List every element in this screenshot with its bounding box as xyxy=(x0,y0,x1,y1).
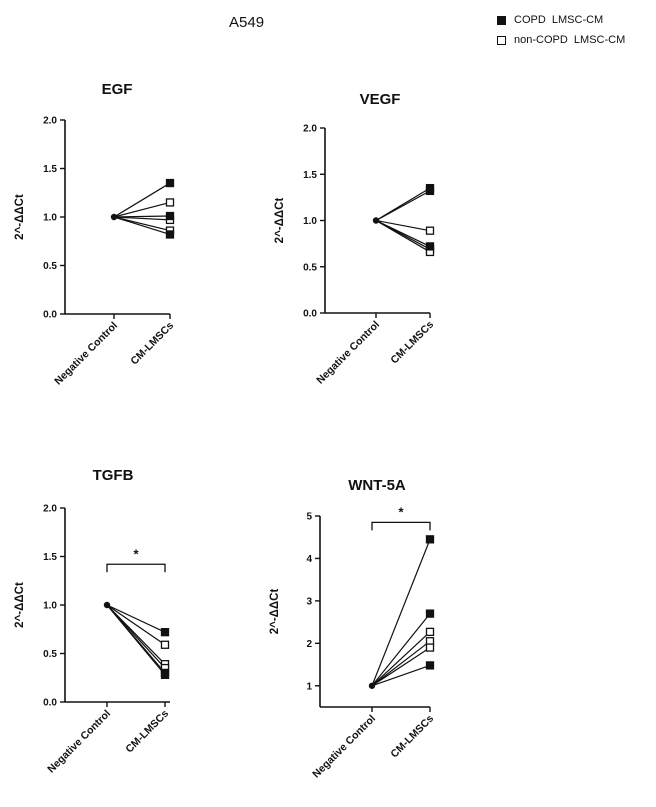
legend-label-non-copd: non-COPD LMSC-CM xyxy=(514,34,626,46)
copd-point-tgfb-1 xyxy=(160,628,170,637)
series-line-wnt5a-6 xyxy=(371,647,431,687)
copd-point-tgfb-3 xyxy=(160,670,170,679)
y-tick-label-egf: 1.0 xyxy=(43,213,57,224)
x-tick-label-tgfb: Negative Control xyxy=(45,708,113,776)
copd-point-wnt5a-1 xyxy=(425,535,435,544)
y-tick-label-vegf: 1.5 xyxy=(303,170,317,181)
series-line-egf-4 xyxy=(113,201,171,218)
y-tick-label-egf: 0.5 xyxy=(43,261,57,272)
copd-point-egf-1 xyxy=(165,178,175,188)
y-tick-label-tgfb: 1.5 xyxy=(43,552,57,563)
y-tick-label-vegf: 2.0 xyxy=(303,124,317,135)
non-copd-point-wnt5a-4 xyxy=(425,627,435,637)
y-tick-label-wnt5a: 3 xyxy=(306,596,312,607)
y-tick-label-egf: 1.5 xyxy=(43,164,57,175)
y-tick-label-vegf: 1.0 xyxy=(303,216,317,227)
chart-title-egf: EGF xyxy=(102,81,133,98)
series-line-tgfb-3 xyxy=(106,604,166,676)
copd-point-egf-3 xyxy=(165,230,175,239)
figure-title: A549 xyxy=(229,14,265,31)
copd-point-vegf-3 xyxy=(425,242,435,251)
series-line-tgfb-6 xyxy=(106,604,166,669)
y-tick-label-wnt5a: 4 xyxy=(306,554,312,565)
series-line-egf-2 xyxy=(113,215,171,218)
legend-item-copd: COPD LMSC-CM xyxy=(497,10,625,30)
y-tick-label-wnt5a: 2 xyxy=(306,639,312,650)
series-line-tgfb-4 xyxy=(106,604,166,646)
legend-label-copd: COPD LMSC-CM xyxy=(514,14,604,26)
y-tick-label-wnt5a: 1 xyxy=(306,681,312,692)
y-axis-label-egf: 2^-ΔΔCt xyxy=(14,194,26,240)
filled-square-icon xyxy=(497,15,506,25)
y-axis-label-tgfb: 2^-ΔΔCt xyxy=(14,582,26,628)
chart-title-tgfb: TGFB xyxy=(93,467,134,484)
chart-tgfb: TGFB 2^-ΔΔCt 0.0 0.5 1.0 1.5 2.0 Negative Contr… xyxy=(14,467,171,776)
open-square-icon xyxy=(497,35,506,45)
series-line-wnt5a-5 xyxy=(371,640,431,687)
control-point-tgfb xyxy=(103,601,111,609)
y-axis-label-wnt5a: 2^-ΔΔCt xyxy=(269,589,281,635)
y-axis-label-vegf: 2^-ΔΔCt xyxy=(274,198,286,244)
control-point-egf xyxy=(110,213,118,221)
chart-vegf: VEGF 2^-ΔΔCt 0.0 0.5 1.0 1.5 2.0 Negative Contr… xyxy=(274,91,436,387)
x-tick-label-wnt5a: Negative Control xyxy=(310,713,378,781)
y-tick-label-egf: 2.0 xyxy=(43,116,57,127)
x-tick-label-tgfb: CM-LMSCs xyxy=(123,708,171,756)
significance-star-tgfb: * xyxy=(133,546,139,561)
y-tick-label-vegf: 0.5 xyxy=(303,262,317,273)
legend-item-non-copd: non-COPD LMSC-CM xyxy=(497,30,625,50)
series-line-tgfb-1 xyxy=(106,604,166,633)
x-tick-label-vegf: CM-LMSCs xyxy=(388,319,436,367)
chart-egf: EGF 2^-ΔΔCt 0.0 0.5 1.0 1.5 2.0 Negative Contro… xyxy=(14,81,176,388)
x-tick-label-egf: Negative Control xyxy=(52,320,120,388)
series-line-egf-3 xyxy=(113,216,171,236)
chart-wnt5a: WNT-5A 2^-ΔΔCt 1 2 3 4 5 Negative Control CM-LMS… xyxy=(269,477,436,781)
x-tick-label-vegf: Negative Control xyxy=(314,319,382,387)
legend: COPD LMSC-CM non-COPD LMSC-CM xyxy=(497,10,625,50)
control-point-wnt5a xyxy=(368,682,376,689)
series-line-wnt5a-4 xyxy=(371,631,431,687)
non-copd-point-tgfb-4 xyxy=(160,640,170,649)
copd-point-wnt5a-2 xyxy=(425,609,435,618)
y-tick-label-tgfb: 1.0 xyxy=(43,601,57,612)
y-tick-label-tgfb: 0.0 xyxy=(43,698,57,709)
series-line-wnt5a-1 xyxy=(371,539,431,686)
non-copd-point-egf-4 xyxy=(165,198,175,207)
y-tick-label-tgfb: 0.5 xyxy=(43,649,57,660)
series-line-vegf-6 xyxy=(375,219,431,253)
x-tick-label-wnt5a: CM-LMSCs xyxy=(388,713,436,761)
y-tick-label-tgfb: 2.0 xyxy=(43,504,57,515)
significance-star-wnt5a: * xyxy=(398,504,404,519)
series-line-egf-5 xyxy=(113,216,171,221)
series-line-egf-6 xyxy=(113,216,171,232)
copd-point-vegf-2 xyxy=(425,186,435,196)
series-line-vegf-4 xyxy=(375,219,431,232)
significance-bracket-tgfb xyxy=(106,563,166,573)
significance-bracket-wnt5a xyxy=(371,521,431,531)
series-line-wnt5a-3 xyxy=(371,664,431,687)
copd-point-wnt5a-3 xyxy=(425,661,435,670)
non-copd-point-vegf-4 xyxy=(425,226,435,235)
non-copd-point-wnt5a-6 xyxy=(425,643,435,652)
series-line-wnt5a-2 xyxy=(371,613,431,687)
chart-title-wnt5a: WNT-5A xyxy=(348,477,406,494)
y-tick-label-wnt5a: 5 xyxy=(306,512,312,523)
chart-title-vegf: VEGF xyxy=(360,91,401,108)
control-point-vegf xyxy=(372,217,380,224)
y-tick-label-vegf: 0.0 xyxy=(303,309,317,320)
y-tick-label-egf: 0.0 xyxy=(43,310,57,321)
x-tick-label-egf: CM-LMSCs xyxy=(128,320,176,368)
series-line-egf-1 xyxy=(113,182,171,218)
copd-point-egf-2 xyxy=(165,211,175,221)
series-line-vegf-2 xyxy=(375,190,431,222)
